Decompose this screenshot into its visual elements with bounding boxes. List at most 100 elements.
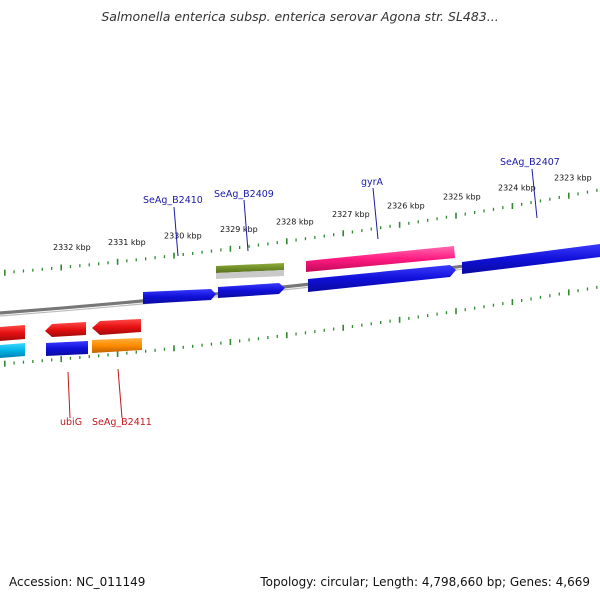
inner-tick-minor: [483, 305, 485, 309]
inner-tick-minor: [351, 325, 354, 328]
inner-tick-major: [4, 360, 6, 367]
inner-tick-minor: [267, 336, 269, 339]
topology-summary: Topology: circular; Length: 4,798,660 bp…: [260, 575, 590, 589]
inner-tick-minor: [436, 312, 438, 316]
outer-tick-minor: [163, 255, 166, 259]
outer-tick-minor: [276, 241, 278, 245]
outer-tick-major: [116, 258, 119, 265]
outer-tick-major: [286, 238, 288, 245]
tick-label: 2332 kbp: [53, 243, 91, 252]
inner-tick-minor: [558, 292, 560, 296]
inner-tick-minor: [257, 337, 260, 341]
outer-tick-major: [511, 203, 514, 209]
reverse-strand-genes: [0, 319, 142, 358]
gene-label-ubiG[interactable]: ubiG: [60, 417, 82, 428]
inner-tick-minor: [577, 289, 579, 293]
outer-tick-major: [229, 245, 232, 252]
inner-tick-major: [511, 299, 514, 306]
inner-tick-minor: [276, 334, 278, 338]
tick-label: 2327 kbp: [332, 210, 370, 219]
outer-tick-minor: [323, 234, 325, 238]
tick-label: 2326 kbp: [387, 202, 425, 211]
inner-tick-minor: [549, 294, 551, 298]
outer-tick-major: [173, 252, 175, 259]
outer-tick-minor: [248, 244, 250, 248]
inner-tick-minor: [417, 315, 419, 319]
inner-tick-minor: [361, 323, 363, 327]
inner-tick-minor: [530, 297, 532, 301]
outer-tick-minor: [239, 246, 241, 249]
gene-label-gyrA[interactable]: gyrA: [361, 177, 384, 188]
outer-tick-minor: [577, 192, 579, 196]
gene-reverse-arrow-3: [92, 319, 141, 335]
inner-tick-minor: [502, 302, 504, 306]
outer-tick-minor: [295, 238, 297, 242]
outer-tick-minor: [220, 248, 222, 252]
gene-label-b2411[interactable]: SeAg_B2411: [92, 417, 152, 428]
outer-tick-minor: [361, 229, 363, 233]
outer-tick-minor: [257, 243, 260, 247]
outer-tick-minor: [88, 263, 90, 267]
outer-tick-major: [60, 264, 62, 271]
outer-tick-minor: [69, 265, 72, 269]
forward-strand-genes: [143, 244, 600, 304]
outer-tick-minor: [304, 237, 307, 241]
outer-tick-minor: [492, 207, 495, 211]
inner-tick-minor: [370, 322, 372, 326]
outer-tick-minor: [464, 212, 466, 216]
outer-tick-major: [398, 221, 401, 228]
gene-reverse-arrow-1: [0, 325, 25, 341]
inner-tick-minor: [41, 359, 43, 363]
inner-tick-major: [173, 345, 175, 352]
accession-text: Accession: NC_011149: [9, 575, 146, 589]
outer-tick-minor: [530, 201, 532, 205]
inner-tick-minor: [304, 331, 307, 335]
inner-tick-major: [342, 324, 344, 331]
inner-tick-minor: [88, 355, 90, 359]
inner-tick-major: [229, 339, 232, 345]
tick-labels: 2332 kbp 2331 kbp 2330 kbp 2329 kbp 2328 kbp…: [53, 173, 592, 252]
outer-tick-minor: [98, 262, 100, 266]
inner-tick-minor: [295, 332, 297, 336]
outer-tick-minor: [182, 253, 184, 256]
gene-b2407-arrow: [462, 244, 600, 274]
gene-ubiG-block: [46, 341, 88, 356]
outer-tick-minor: [41, 267, 43, 271]
inner-tick-major: [455, 308, 457, 315]
outer-tick-minor: [135, 258, 137, 262]
gene-reverse-arrow-2: [45, 322, 86, 337]
outer-tick-minor: [586, 190, 589, 194]
inner-tick-minor: [239, 339, 241, 343]
tick-label: 2325 kbp: [443, 193, 481, 202]
outer-tick-major: [455, 212, 457, 219]
inner-tick-minor: [13, 361, 15, 365]
gene-label-b2409[interactable]: SeAg_B2409: [214, 189, 274, 200]
inner-tick-minor: [98, 354, 100, 358]
outer-tick-minor: [370, 227, 372, 231]
outer-tick-minor: [389, 224, 391, 228]
outer-tick-minor: [483, 209, 485, 213]
inner-tick-minor: [389, 319, 391, 323]
outer-tick-minor: [145, 257, 147, 261]
outer-tick-minor: [126, 259, 128, 263]
outer-tick-minor: [210, 249, 213, 253]
outer-tick-minor: [22, 269, 25, 273]
outer-tick-minor: [474, 211, 476, 214]
inner-tick-marks: [4, 285, 598, 367]
outer-tick-minor: [13, 270, 15, 274]
tick-label: 2328 kbp: [276, 218, 314, 227]
inner-tick-minor: [163, 347, 166, 351]
inner-tick-minor: [69, 356, 72, 360]
outer-tick-minor: [549, 197, 551, 201]
gene-label-b2407[interactable]: SeAg_B2407: [500, 157, 560, 168]
inner-tick-minor: [596, 285, 598, 289]
outer-tick-minor: [351, 230, 354, 234]
outer-tick-minor: [539, 199, 542, 203]
inner-tick-minor: [51, 358, 53, 362]
olive-gene-block: [216, 263, 284, 273]
gene-label-b2410[interactable]: SeAg_B2410: [143, 195, 203, 206]
gene-b2409-arrow: [218, 283, 285, 298]
inner-tick-minor: [323, 328, 325, 332]
outer-tick-minor: [267, 242, 269, 246]
outer-tick-minor: [154, 256, 156, 260]
